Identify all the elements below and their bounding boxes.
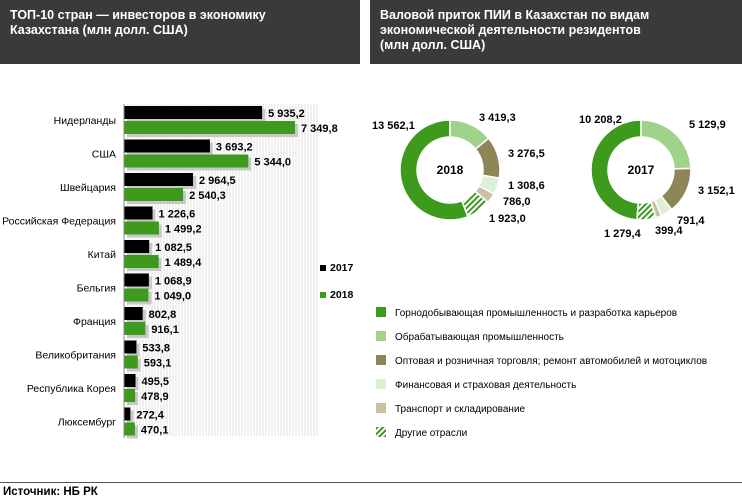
bar-2018 — [124, 255, 159, 268]
bar-chart: Нидерланды 5 935,2 7 349,8 США 3 693,25 344,… — [2, 104, 354, 439]
legend-label-5: Другие отрасли — [395, 428, 467, 439]
bar-chart-title-line-1: ТОП-10 стран — инвесторов в экономику — [10, 8, 266, 22]
donut-value-label: 1 923,0 — [489, 213, 526, 225]
charts-canvas: Нидерланды 5 935,2 7 349,8 США 3 693,25 344,… — [2, 104, 735, 439]
legend-label-2: Оптовая и розничная торговля; ремонт авт… — [395, 355, 707, 367]
category-label: Бельгия — [77, 283, 116, 295]
category-label: Нидерланды — [54, 115, 116, 127]
donut-2017-slice-1 — [640, 119, 692, 170]
bar-2017 — [124, 206, 153, 220]
donut-value-label: 13 562,1 — [372, 120, 415, 132]
legend-label-3: Финансовая и страховая деятельность — [395, 380, 576, 391]
category-label: Люксембург — [58, 417, 116, 429]
bar-2017 — [124, 340, 137, 354]
legend-swatch-2 — [376, 355, 386, 365]
donut-2017-slice-5 — [636, 200, 657, 221]
category-label: Республика Корея — [27, 383, 116, 395]
donut-value-label: 1 279,4 — [604, 228, 642, 240]
bar-2018 — [124, 221, 159, 235]
category-label: Швейцария — [60, 182, 116, 194]
donut-value-label: 5 129,9 — [689, 119, 726, 131]
source-divider — [0, 482, 742, 483]
bar-value-label: 1 068,9 — [155, 276, 192, 288]
legend-swatch-0 — [376, 307, 386, 317]
bar-2018 — [124, 422, 135, 436]
legend-swatch-5 — [376, 427, 386, 437]
bar-value-label: 5 344,0 — [254, 157, 291, 169]
legend-swatch-2018 — [320, 292, 326, 298]
donut-2018-slice-5 — [460, 190, 490, 218]
bar-value-label: 916,1 — [151, 324, 179, 336]
bar-value-label: 533,8 — [142, 343, 170, 355]
bar-2017 — [124, 273, 149, 287]
legend-swatch-1 — [376, 331, 386, 341]
bar-value-label: 478,9 — [141, 391, 169, 403]
category-label: Великобритания — [35, 350, 116, 362]
legend-label-2017: 2017 — [330, 262, 354, 274]
legend-swatch-4 — [376, 403, 386, 413]
bar-2017 — [124, 173, 193, 186]
bar-2018 — [124, 288, 149, 302]
donut-value-label: 3 152,1 — [698, 185, 735, 197]
legend-label-4: Транспорт и складирование — [395, 404, 526, 415]
bar-2017 — [124, 407, 131, 421]
donut-value-label: 1 308,6 — [508, 180, 545, 192]
bar-value-label: 470,1 — [141, 425, 169, 437]
bar-2018 — [124, 154, 249, 168]
bar-2017 — [124, 139, 210, 153]
donut-value-label: 3 276,5 — [508, 148, 545, 160]
bar-2018 — [124, 188, 184, 201]
legend-label-2018: 2018 — [330, 289, 354, 301]
category-label: США — [92, 149, 116, 161]
bar-value-label: 3 693,2 — [216, 142, 253, 154]
donut-chart-header: Валовой приток ПИИ в Казахстан по видам … — [370, 0, 742, 64]
donut-center-label: 2017 — [628, 163, 655, 177]
legend-label-0: Горнодобывающая промышленность и разрабо… — [395, 307, 677, 319]
bar-2018 — [124, 389, 136, 402]
donut-charts: 2018 13 562,1 3 419,3 3 276,5 1 308,6 786,0 1 … — [372, 112, 735, 240]
source-note: Источник: НБ РК — [3, 486, 98, 498]
bar-2018 — [124, 355, 138, 369]
donut-2018-slice-0 — [399, 119, 469, 221]
category-label: Российская Федерация — [2, 216, 116, 228]
bar-value-label: 1 226,6 — [159, 209, 196, 221]
bar-value-label: 1 049,0 — [154, 291, 191, 303]
bar-value-label: 2 540,3 — [189, 190, 226, 202]
donut-value-label: 10 208,2 — [579, 114, 622, 126]
donut-value-label: 3 419,3 — [479, 112, 516, 124]
bar-value-label: 802,8 — [149, 309, 177, 321]
bar-2017 — [124, 374, 136, 387]
donut-value-label: 791,4 — [677, 215, 705, 227]
category-label: Франция — [73, 316, 116, 328]
donut-legend: Горнодобывающая промышленность и разрабо… — [376, 307, 707, 439]
donut-chart-title-line-2: экономической деятельности резидентов — [380, 23, 641, 37]
bar-2018 — [124, 121, 295, 134]
bar-2017 — [124, 307, 143, 320]
legend-label-1: Обрабатывающая промышленность — [395, 331, 564, 343]
bar-value-label: 1 082,5 — [155, 242, 192, 254]
bar-2018 — [124, 322, 146, 335]
legend-swatch-3 — [376, 379, 386, 389]
bar-value-label: 1 499,2 — [165, 224, 202, 236]
donut-value-label: 786,0 — [503, 196, 531, 208]
bar-value-label: 1 489,4 — [165, 257, 203, 269]
bar-value-label: 2 964,5 — [199, 175, 236, 187]
legend-swatch-2017 — [320, 265, 326, 271]
donut-chart-title-line-3: (млн долл. США) — [380, 38, 486, 52]
bar-2017 — [124, 240, 150, 253]
bar-chart-header: ТОП-10 стран — инвесторов в экономику Ка… — [0, 0, 360, 64]
donut-value-label: 399,4 — [655, 225, 683, 237]
bar-value-label: 5 935,2 — [268, 108, 305, 120]
bar-chart-title-line-2: Казахстана (млн долл. США) — [10, 23, 188, 37]
bar-value-label: 7 349,8 — [301, 123, 338, 135]
bar-2017 — [124, 106, 263, 119]
donut-center-label: 2018 — [437, 163, 464, 177]
donut-chart-title-line-1: Валовой приток ПИИ в Казахстан по видам — [380, 8, 650, 22]
category-label: Китай — [88, 249, 117, 261]
bar-value-label: 593,1 — [144, 358, 172, 370]
bar-value-label: 495,5 — [142, 376, 170, 388]
bar-value-label: 272,4 — [136, 410, 164, 422]
